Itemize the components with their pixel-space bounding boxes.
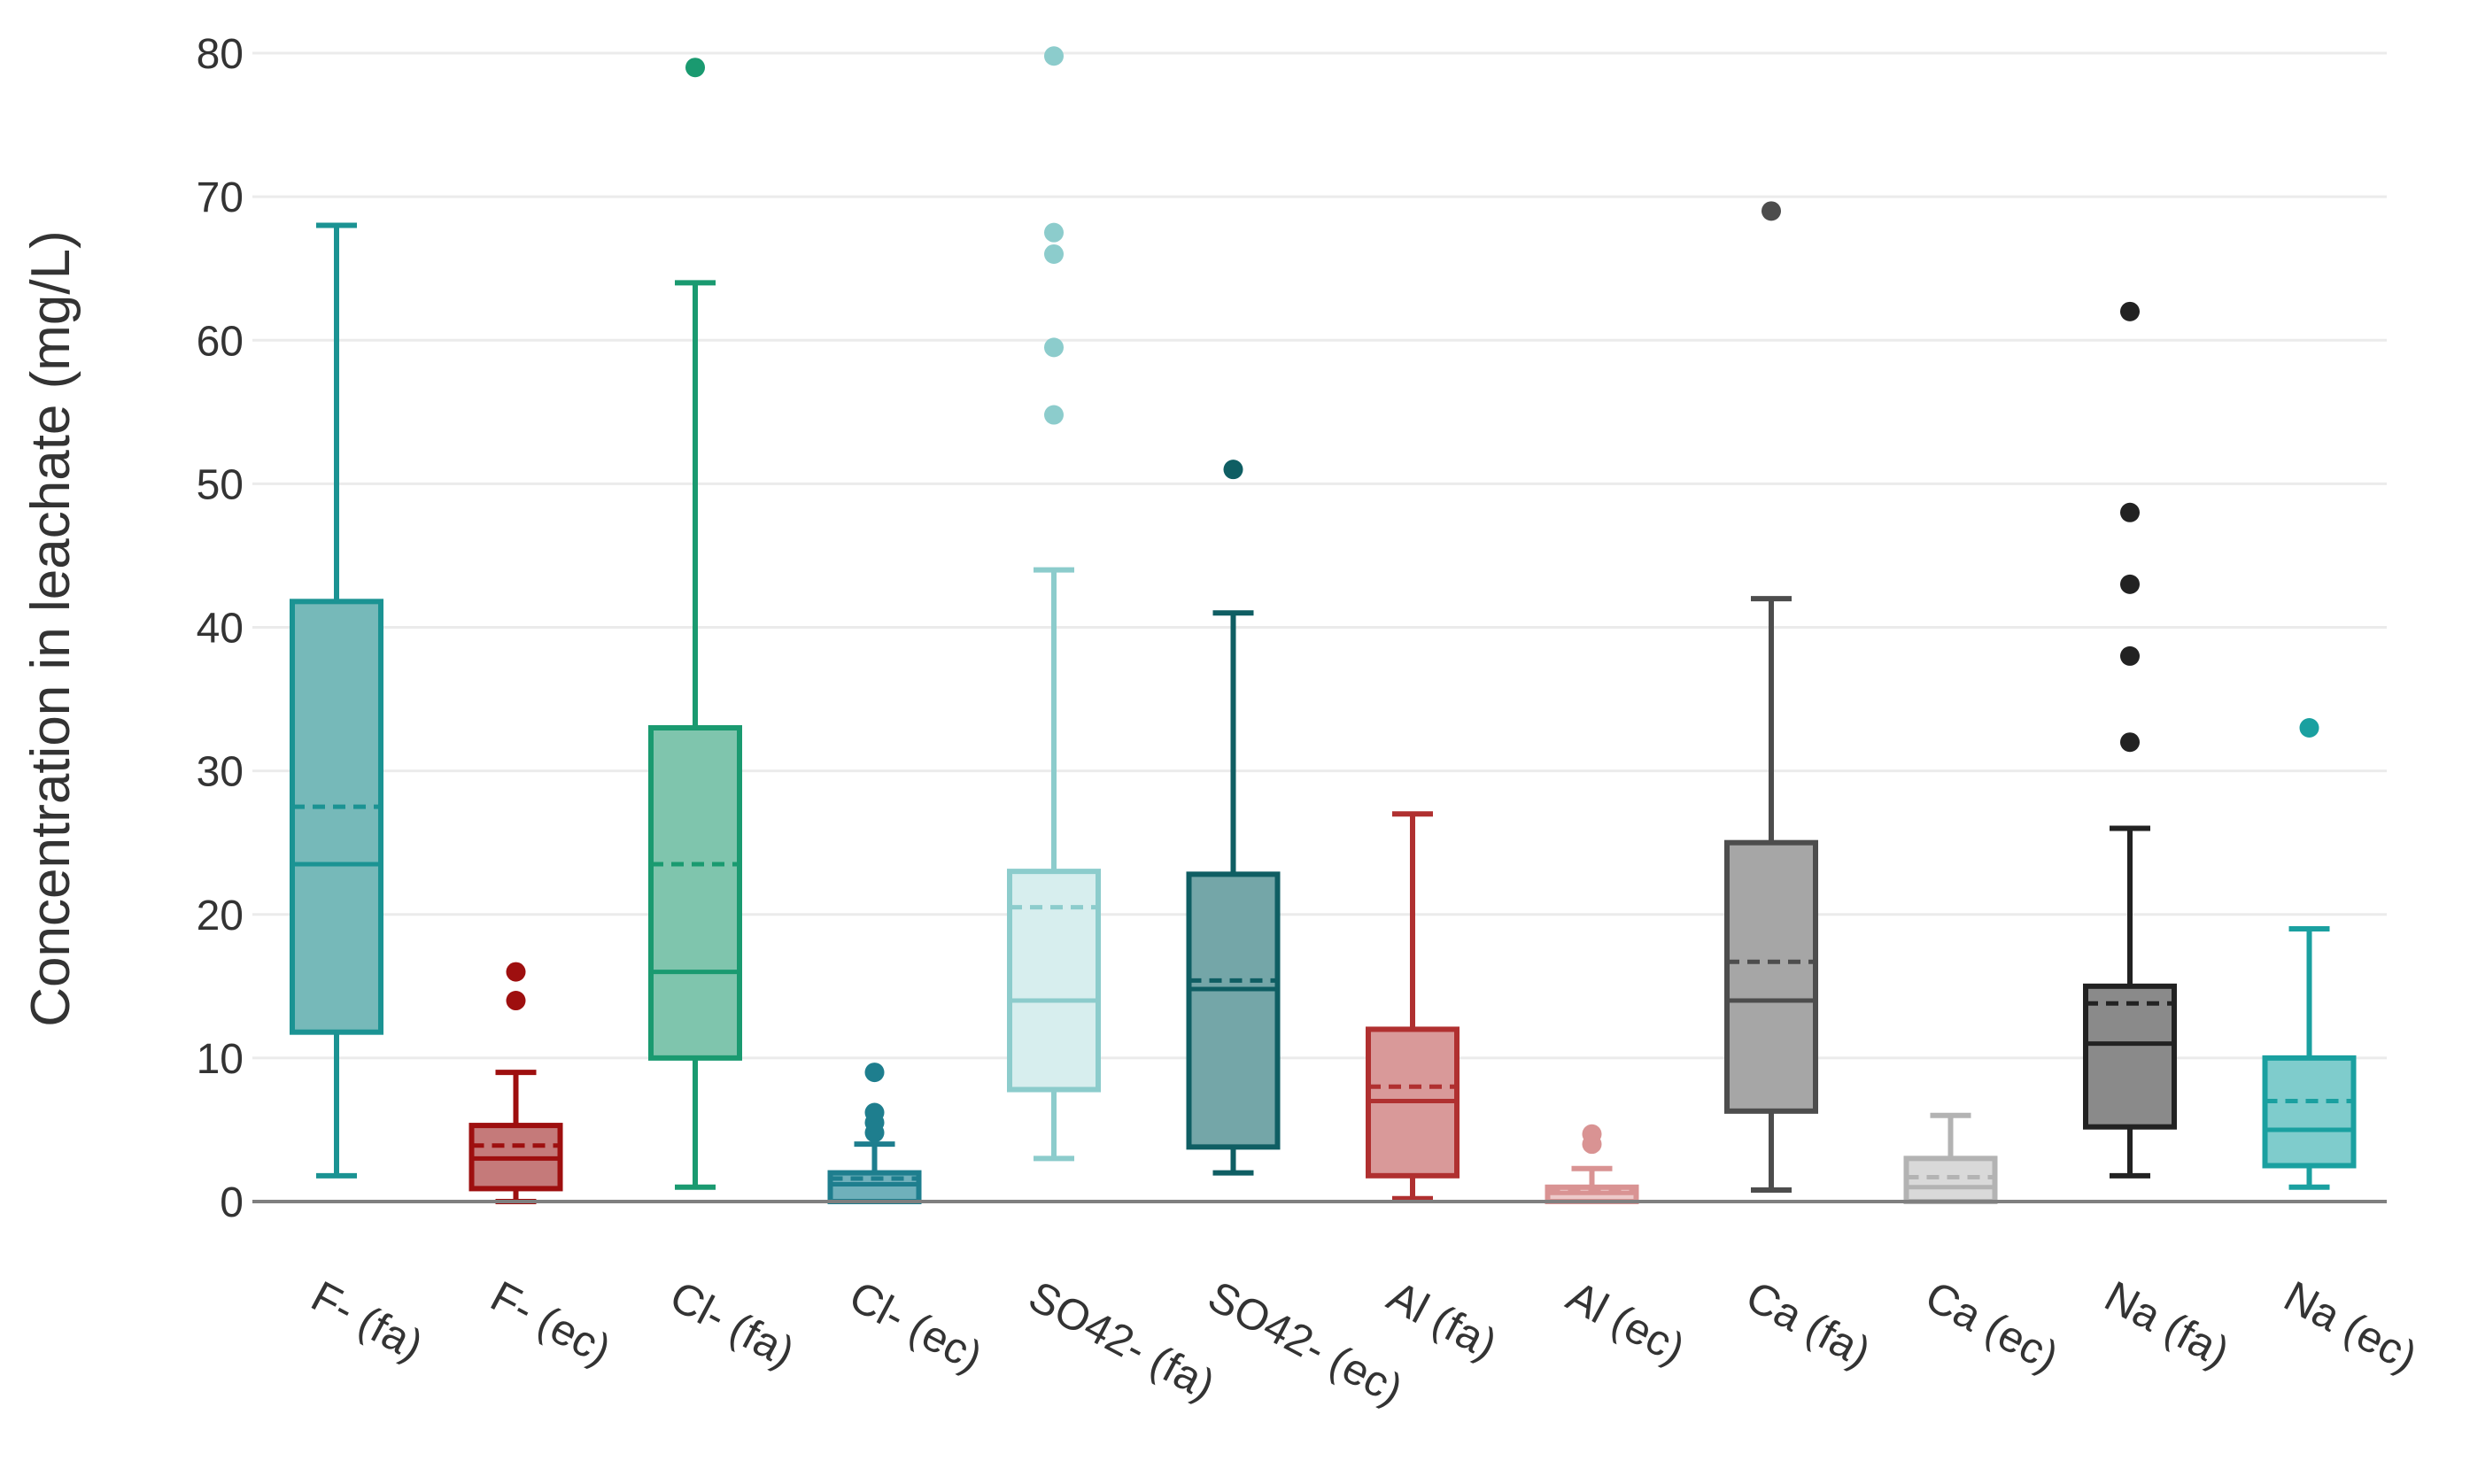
outlier-point [506,962,526,982]
box-iqr [2083,983,2177,1130]
y-axis-title: Concentration in leachate (mg/L) [20,230,81,1026]
box-group [290,222,383,1179]
outlier-point [2120,732,2140,753]
box-group [1366,811,1460,1202]
gridlines [252,51,2387,1060]
box-group [1007,46,1101,1162]
box-group [1724,201,1818,1194]
box-group [827,1063,922,1204]
outlier-point [2120,645,2140,666]
outlier-point [1582,1124,1602,1144]
outlier-point [685,58,705,78]
outlier-point [1044,46,1064,66]
y-tick-label: 70 [197,174,244,221]
x-tick-label: Cl- (ec) [841,1272,989,1381]
box-iqr [1186,871,1281,1150]
box-group [648,58,742,1190]
outlier-point [1762,201,1781,221]
x-tick-label: Cl- (fa) [662,1272,802,1377]
box-iqr [290,599,383,1035]
y-tick-label: 20 [197,893,244,939]
x-tick-label: Na (ec) [2276,1272,2424,1381]
outlier-point [2120,301,2140,321]
outlier-point [1223,460,1243,480]
y-tick-label: 50 [197,461,244,508]
x-tick-label: Ca (ec) [1917,1272,2065,1381]
x-tick-label: F- (ec) [483,1272,618,1374]
x-tick-label: Ca (fa) [1738,1272,1878,1377]
x-tick-label: Al (fa) [1380,1272,1505,1369]
y-tick-label: 30 [197,749,244,796]
box-group [2262,717,2357,1190]
x-tick-label: SO42- (fa) [1021,1272,1222,1410]
y-axis-ticks: 0 10 20 30 40 50 60 70 80 [197,31,244,1226]
y-tick-label: 0 [220,1179,244,1226]
x-axis-labels: F- (fa) F- (ec) Cl- (fa) Cl- (ec) SO42- (fa)… [304,1272,2425,1414]
y-tick-label: 60 [197,318,244,365]
x-tick-label: Al (ec) [1559,1272,1692,1373]
boxes [290,46,2357,1205]
box-iqr [2262,1055,2357,1169]
outlier-point [2299,717,2319,738]
x-tick-label: Na (fa) [2097,1272,2237,1377]
y-tick-label: 10 [197,1036,244,1083]
outlier-point [1044,405,1064,425]
box-group [1903,1112,1998,1205]
outlier-point [864,1063,885,1083]
x-tick-label: F- (fa) [304,1272,430,1370]
outlier-point [2120,574,2140,594]
box-group [468,962,563,1204]
box-iqr [1724,839,1818,1114]
y-tick-label: 40 [197,606,244,653]
box-group [1186,460,1281,1176]
box-iqr [648,724,742,1061]
outlier-point [1044,337,1064,358]
outlier-point [1044,222,1064,243]
outlier-point [2120,502,2140,522]
box-iqr [1007,869,1101,1093]
y-tick-label: 80 [197,31,244,78]
box-iqr [1903,1156,1998,1205]
outlier-point [864,1102,885,1123]
x-tick-label: SO42- (ec) [1200,1272,1410,1414]
outlier-point [1044,243,1064,264]
box-group [2083,301,2177,1179]
box-group [1545,1124,1639,1204]
outlier-point [506,991,526,1011]
